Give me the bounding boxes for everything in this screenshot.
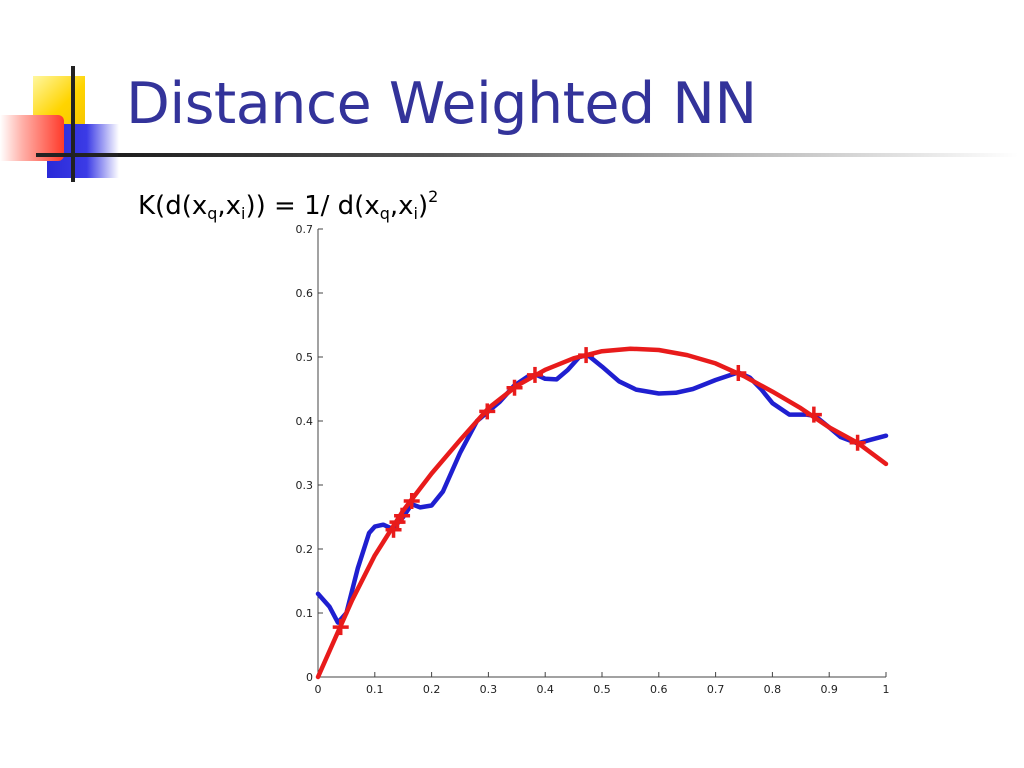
formula-part: )) = 1/ d(x: [245, 191, 380, 221]
y-tick-label: 0.6: [296, 287, 314, 300]
kernel-formula: K(d(xq,xi)) = 1/ d(xq,xi)2: [138, 187, 438, 223]
x-tick-label: 0.3: [480, 683, 498, 696]
x-tick-label: 0.4: [536, 683, 554, 696]
data-point-marker: [506, 379, 523, 396]
formula-sub: q: [379, 204, 390, 223]
x-tick-label: 0.7: [707, 683, 725, 696]
logo-horizontal-line: [36, 153, 126, 157]
data-point-marker: [526, 366, 543, 383]
x-tick-label: 0.8: [764, 683, 782, 696]
series-line-0: [315, 352, 889, 625]
y-tick-label: 0.1: [296, 607, 314, 620]
data-point-marker: [849, 434, 866, 451]
data-point-marker: [479, 403, 496, 420]
data-point-marker: [403, 493, 420, 509]
data-point-marker: [805, 406, 822, 423]
y-tick-label: 0.3: [296, 479, 314, 492]
data-point-marker: [394, 507, 411, 524]
formula-part: ,x: [389, 191, 414, 221]
formula-part: ,x: [217, 191, 242, 221]
formula-sub: i: [413, 204, 418, 223]
x-tick-label: 0.1: [366, 683, 384, 696]
y-tick-label: 0.5: [296, 351, 314, 364]
formula-part: K(d(x: [138, 191, 208, 221]
x-tick-label: 0: [315, 683, 322, 696]
data-point-marker: [730, 365, 747, 381]
y-tick-label: 0.7: [296, 223, 314, 236]
formula-sub: i: [241, 204, 246, 223]
y-tick-label: 0.4: [296, 415, 314, 428]
formula-sup: 2: [428, 187, 439, 206]
title-underline: [118, 153, 1018, 157]
formula-part: ): [417, 191, 429, 221]
logo-vertical-line: [71, 66, 75, 182]
slide-title: Distance Weighted NN: [126, 71, 757, 137]
data-point-marker: [578, 347, 595, 364]
x-tick-label: 1: [883, 683, 890, 696]
x-tick-label: 0.2: [423, 683, 441, 696]
formula-sub: q: [207, 204, 218, 223]
x-tick-label: 0.5: [593, 683, 611, 696]
y-tick-label: 0.2: [296, 543, 314, 556]
x-tick-label: 0.6: [650, 683, 668, 696]
x-tick-label: 0.9: [820, 683, 838, 696]
data-point-marker: [332, 619, 349, 636]
y-tick-label: 0: [306, 671, 313, 684]
